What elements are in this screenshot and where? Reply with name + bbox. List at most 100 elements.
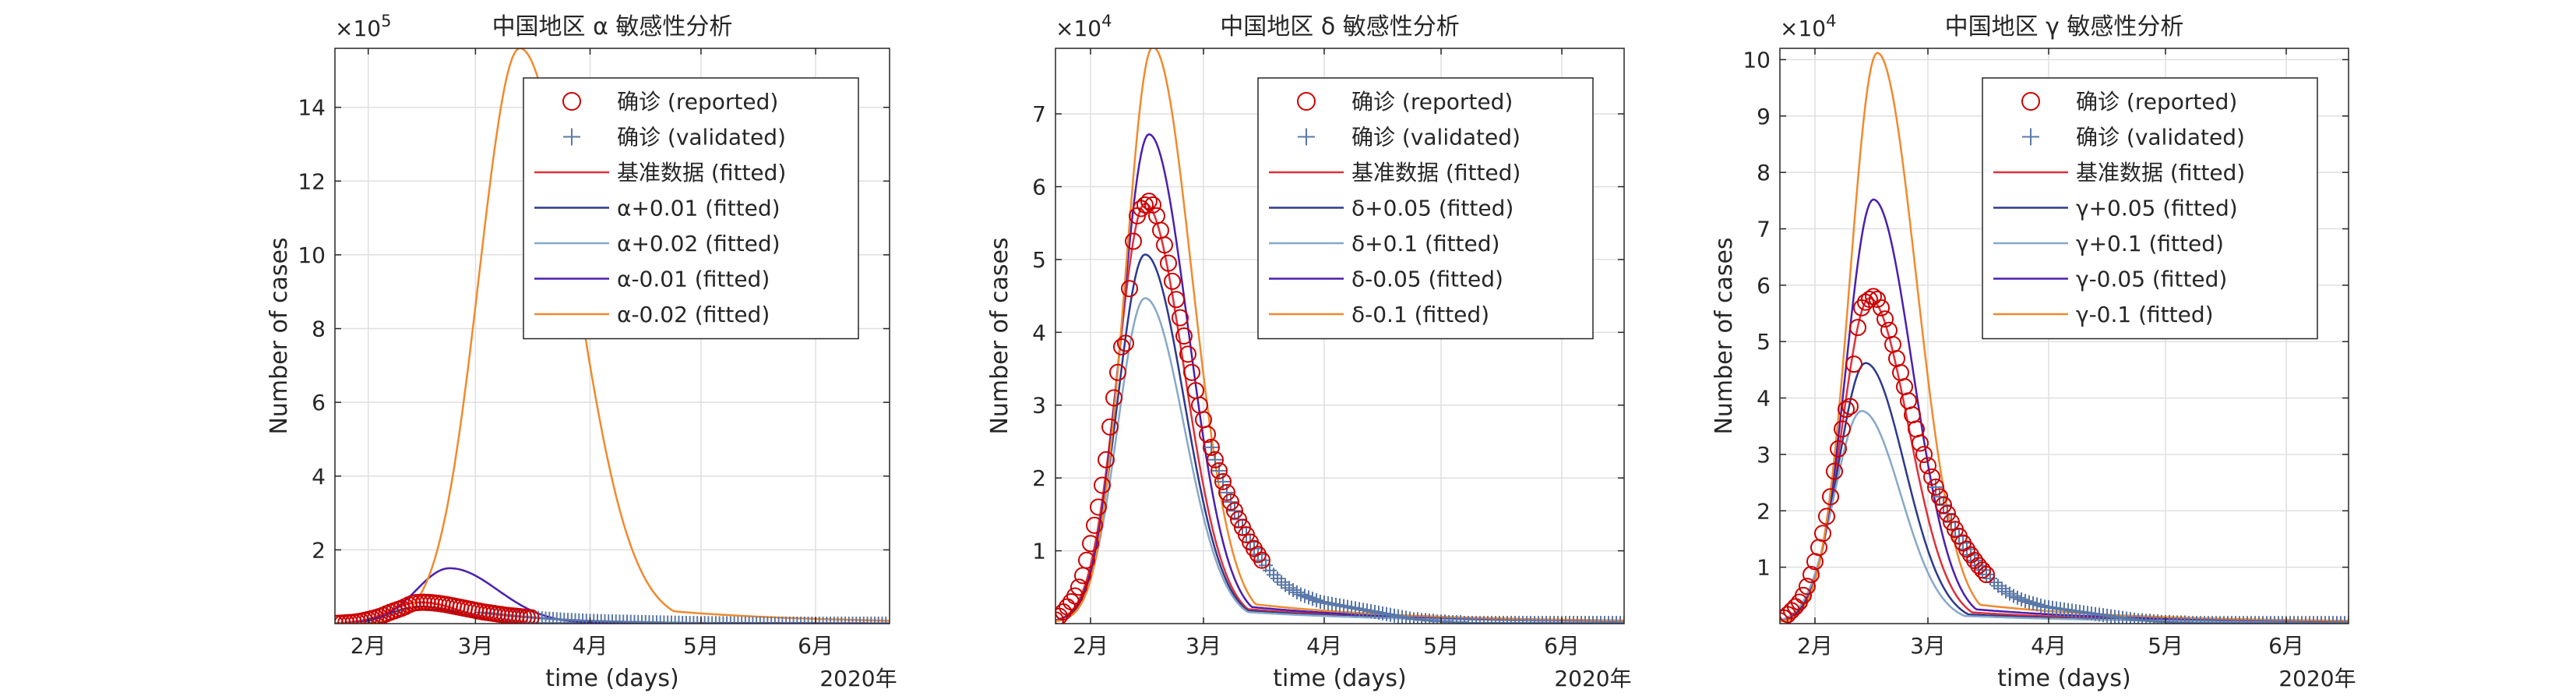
reported-point — [1160, 254, 1177, 272]
reported-point — [1830, 440, 1847, 458]
plot-area — [1780, 51, 2349, 624]
y-exponent-label: ×105 — [335, 12, 391, 41]
chart-title: 中国地区 γ 敏感性分析 — [1945, 13, 2184, 41]
reported-point — [1109, 363, 1126, 381]
y-tick-label: 7 — [1032, 101, 1046, 127]
legend-label: γ-0.1 (fitted) — [2076, 302, 2214, 327]
legend: 确诊 (reported) 确诊 (validated) 基准数据 (fitted)… — [1257, 77, 1594, 340]
y-tick-label: 6 — [1757, 273, 1771, 299]
legend-label: δ+0.1 (fitted) — [1351, 231, 1499, 256]
axes-box — [334, 48, 890, 624]
reported-point — [1101, 418, 1119, 436]
validated-point — [1204, 440, 1218, 454]
reported-point — [1802, 566, 1820, 584]
reported-point — [1117, 334, 1134, 352]
reported-point — [1230, 511, 1247, 529]
legend-label: δ-0.05 (fitted) — [1351, 267, 1503, 292]
y-tick-label: 1 — [1032, 539, 1046, 564]
reported-point — [1078, 551, 1095, 569]
y-axis-label: Number of cases — [986, 237, 1013, 434]
reported-point — [1780, 612, 1788, 624]
reported-point — [1172, 309, 1189, 327]
x-tick-label: 5月 — [2148, 633, 2183, 659]
y-tick-label: 1 — [1757, 555, 1771, 581]
legend-marker-validated — [563, 128, 580, 146]
legend-marker-reported — [562, 92, 581, 111]
x-tick-label: 3月 — [1186, 633, 1221, 659]
reported-point — [1082, 535, 1099, 553]
reported-point — [1974, 561, 1991, 579]
x-tick-label: 5月 — [683, 633, 719, 659]
reported-point — [1822, 488, 1839, 506]
legend-label: α+0.02 (fitted) — [617, 231, 781, 256]
y-tick-label: 8 — [1757, 160, 1771, 186]
reported-point — [1144, 196, 1161, 214]
chart-panel-1: 2月 3月 4月 5月 6月 2 4 6 8 10 12 14 ×105 2020年 time (days)… — [266, 12, 897, 692]
reported-point — [1873, 299, 1890, 316]
y-exponent-label: ×104 — [1055, 12, 1112, 41]
series-line-3 — [1780, 409, 2349, 624]
y-tick-label: 3 — [1757, 442, 1771, 468]
reported-point — [1935, 497, 1952, 514]
legend-label: 确诊 (reported) — [617, 89, 778, 115]
reported-point — [1156, 236, 1173, 254]
x-tick-label: 5月 — [1423, 633, 1459, 659]
y-tick-label: 6 — [1032, 174, 1046, 200]
reported-point — [1226, 502, 1243, 520]
y-tick-label: 9 — [1757, 104, 1771, 129]
legend-label: δ+0.05 (fitted) — [1351, 196, 1514, 221]
reported-point — [1199, 426, 1216, 444]
legend-label: 确诊 (validated) — [617, 125, 786, 150]
ticks: 2月 3月 4月 5月 6月 2 4 6 8 10 12 14 — [298, 48, 890, 659]
y-tick-label: 10 — [298, 242, 326, 268]
reported-point — [1869, 290, 1886, 308]
legend-marker-validated — [1298, 128, 1315, 146]
legend-marker-reported — [1297, 92, 1316, 111]
reported-point — [1795, 586, 1812, 604]
y-exponent-base: ×10 — [1780, 16, 1826, 41]
x-tick-label: 6月 — [2268, 633, 2304, 659]
legend-label: 确诊 (reported) — [2076, 89, 2237, 115]
x-tick-label: 4月 — [1306, 633, 1342, 659]
axes-box — [1779, 48, 2349, 624]
legend-label: γ+0.05 (fitted) — [2076, 196, 2238, 221]
y-tick-label: 4 — [1757, 386, 1771, 412]
reported-point — [1841, 398, 1859, 415]
reported-point — [1834, 420, 1851, 438]
legend-marker-validated — [2022, 128, 2039, 146]
reported-point — [1207, 451, 1224, 468]
reported-markers — [1780, 288, 1995, 624]
reported-markers — [1055, 193, 1270, 624]
x-tick-label: 6月 — [1544, 633, 1580, 659]
ticks: 2月 3月 4月 5月 6月 1 2 3 4 5 6 7 — [1032, 48, 1624, 659]
reported-point — [1861, 290, 1878, 308]
reported-point — [1214, 472, 1232, 490]
reported-point — [1121, 280, 1138, 298]
reported-point — [1849, 319, 1866, 337]
y-exponent-base: ×10 — [335, 16, 381, 41]
y-tick-label: 8 — [312, 316, 326, 342]
reported-point — [1814, 525, 1831, 543]
legend-label: δ-0.1 (fitted) — [1351, 302, 1489, 327]
x-tick-label: 3月 — [457, 633, 493, 659]
chart-title: 中国地区 δ 敏感性分析 — [1220, 13, 1459, 41]
reported-point — [1098, 451, 1115, 468]
y-exponent-label: ×104 — [1780, 12, 1836, 41]
legend-label: 基准数据 (fitted) — [2076, 160, 2245, 186]
ticks: 2月 3月 4月 5月 6月 1 2 3 4 5 6 7 8 9 10 — [1743, 47, 2349, 659]
reported-point — [1939, 504, 1956, 522]
x-tick-label: 6月 — [798, 633, 833, 659]
y-tick-label: 5 — [1032, 247, 1046, 273]
y-exponent-power: 4 — [1826, 12, 1836, 30]
x-axis-label: time (days) — [1997, 665, 2131, 692]
legend-label: α-0.01 (fitted) — [617, 267, 770, 292]
y-exponent-base: ×10 — [1055, 16, 1101, 41]
y-exponent-power: 4 — [1101, 12, 1112, 30]
legend-label: 确诊 (validated) — [2076, 125, 2245, 150]
reported-point — [1203, 438, 1220, 456]
reported-point — [1838, 401, 1855, 419]
y-tick-label: 6 — [312, 390, 326, 415]
x-tick-label: 4月 — [573, 633, 608, 659]
reported-point — [1179, 345, 1196, 363]
